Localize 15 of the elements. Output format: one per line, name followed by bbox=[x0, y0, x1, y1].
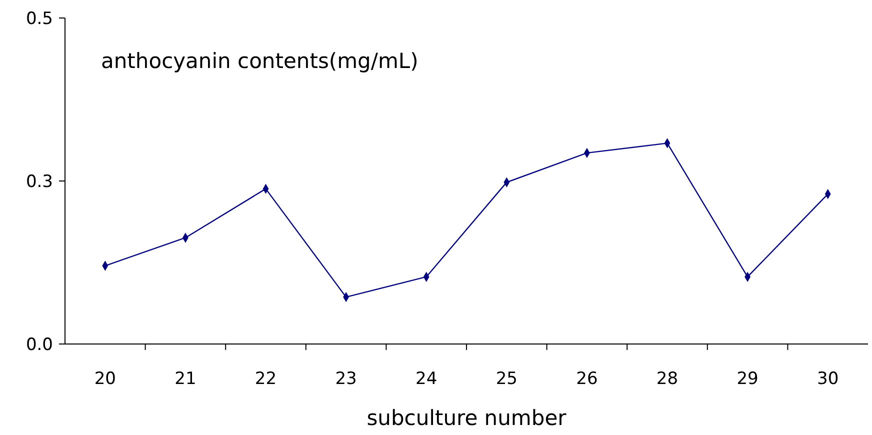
y-tick-label: 0.0 bbox=[26, 334, 53, 355]
x-tick-label: 23 bbox=[335, 369, 357, 389]
x-tick-label: 20 bbox=[94, 369, 116, 389]
y-axis-title: anthocyanin contents(mg/mL) bbox=[101, 49, 418, 73]
x-tick-label: 25 bbox=[496, 369, 518, 389]
x-tick-label: 24 bbox=[416, 369, 438, 389]
y-tick-label: 0.3 bbox=[26, 172, 53, 192]
x-tick-label: 28 bbox=[656, 369, 678, 389]
x-tick-label: 29 bbox=[736, 369, 758, 389]
x-tick-label: 22 bbox=[254, 369, 277, 389]
y-tick-label: 0.5 bbox=[26, 8, 53, 29]
x-tick-label: 21 bbox=[174, 369, 196, 389]
x-tick-label: 30 bbox=[817, 369, 839, 389]
x-tick-label: 26 bbox=[576, 369, 598, 389]
x-axis-title: subculture number bbox=[366, 406, 567, 430]
